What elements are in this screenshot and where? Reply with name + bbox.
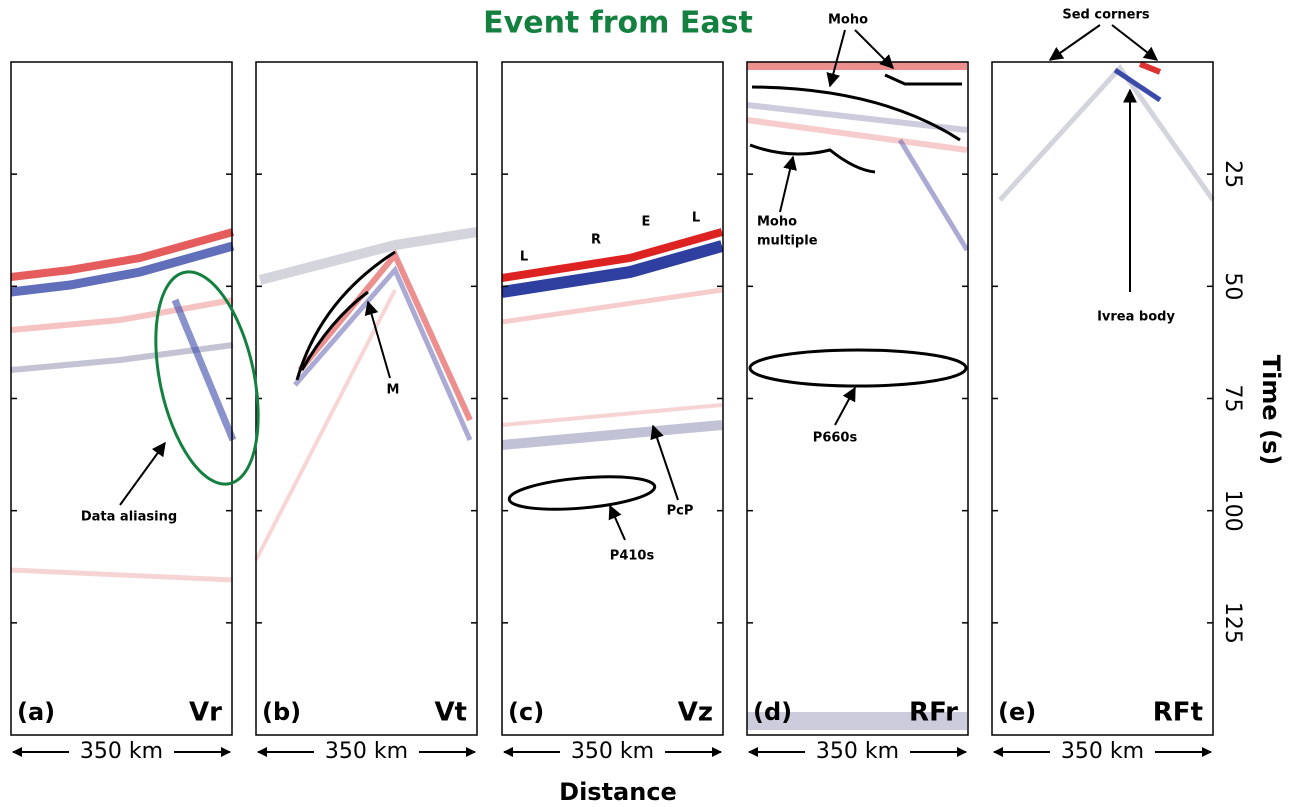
- scale-bar: 350 km: [1061, 739, 1144, 764]
- scale-bar: 350 km: [571, 739, 654, 764]
- y-axis-label: Time (s): [1257, 355, 1285, 465]
- annotation: Moho: [757, 215, 797, 230]
- annotation: M: [387, 383, 400, 398]
- panel-label: (a): [17, 698, 55, 726]
- panel-frame: [746, 61, 969, 736]
- scale-bar: 350 km: [80, 739, 163, 764]
- panel-label: (d): [753, 698, 792, 726]
- panel-frame: [501, 61, 724, 736]
- panel-label: (c): [508, 698, 544, 726]
- annotation: Data aliasing: [81, 510, 177, 525]
- annotation: P660s: [813, 431, 858, 446]
- annotation: multiple: [757, 234, 818, 249]
- annotation: Sed corners: [1062, 8, 1150, 23]
- seismic-texture: [10, 61, 1216, 730]
- annotations: [119, 24, 1159, 541]
- chart-title: Event from East: [483, 6, 753, 41]
- x-axis-label: Distance: [559, 778, 677, 806]
- y-tick-label: 75: [1220, 385, 1245, 413]
- annotation: Ivrea body: [1097, 310, 1175, 325]
- y-tick-label: 100: [1220, 490, 1245, 532]
- y-tick-label: 50: [1220, 272, 1245, 300]
- panel-frame: [255, 61, 478, 736]
- scale-bar: 350 km: [325, 739, 408, 764]
- panel-name: Vt: [434, 698, 467, 728]
- panel-frame: [10, 61, 233, 736]
- annotation: P410s: [610, 549, 655, 564]
- annotation: E: [642, 215, 651, 230]
- annotation: PcP: [667, 504, 694, 519]
- panel-label: (e): [998, 698, 1036, 726]
- panel-name: Vz: [678, 698, 713, 728]
- panel-name: Vr: [189, 698, 222, 728]
- scale-bar: 350 km: [816, 739, 899, 764]
- annotation: L: [692, 211, 700, 226]
- panels: (a) Vr 350 km (b) Vt 350 km (c) Vz 350 km (d) RFr 3…: [10, 61, 1245, 764]
- panel-name: RFt: [1153, 698, 1203, 728]
- annotation: Moho: [828, 13, 868, 28]
- panel-name: RFr: [909, 698, 958, 728]
- annotation: L: [520, 250, 528, 265]
- y-tick-label: 25: [1220, 160, 1245, 188]
- y-tick-label: 125: [1220, 602, 1245, 644]
- annotation-labels: Data aliasing M L R E L PcP P410s Moho M…: [81, 8, 1176, 564]
- panel-frame: [991, 61, 1214, 736]
- annotation: R: [591, 233, 601, 248]
- panel-label: (b): [262, 698, 301, 726]
